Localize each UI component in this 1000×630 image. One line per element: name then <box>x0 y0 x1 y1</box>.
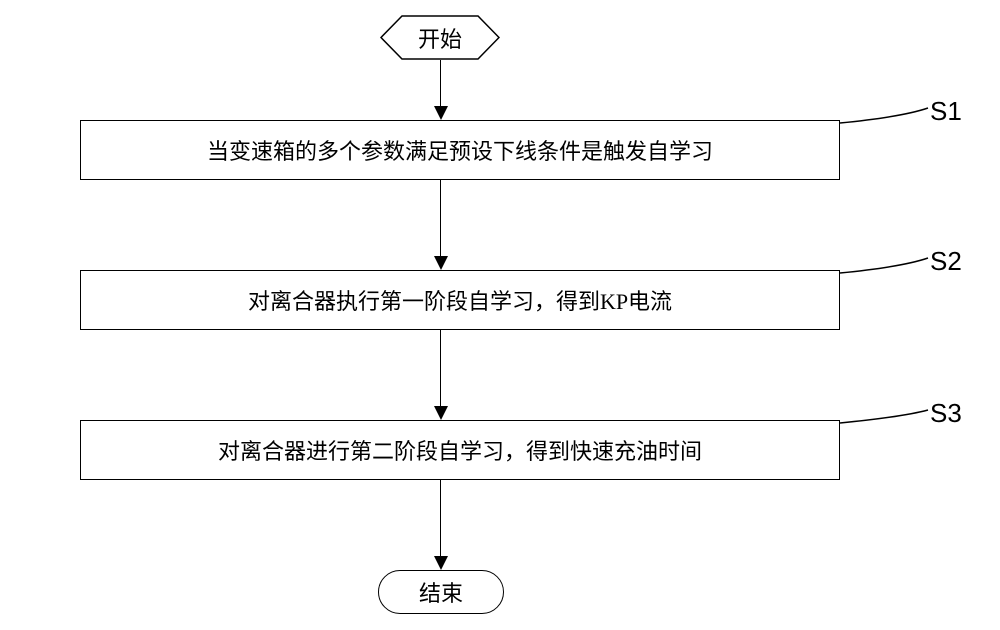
end-node: 结束 <box>378 570 504 614</box>
process-box-s3: 对离合器进行第二阶段自学习，得到快速充油时间 <box>80 420 840 480</box>
process-box-s2: 对离合器执行第一阶段自学习，得到KP电流 <box>80 270 840 330</box>
start-node: 开始 <box>380 15 500 60</box>
arrow-head-icon <box>434 256 448 270</box>
step-label-s3: S3 <box>930 398 962 429</box>
arrow-head-icon <box>434 556 448 570</box>
step-label-s1: S1 <box>930 96 962 127</box>
arrow-head-icon <box>434 406 448 420</box>
process-text: 对离合器进行第二阶段自学习，得到快速充油时间 <box>218 434 702 466</box>
connector-curve-s2 <box>838 256 930 275</box>
end-label: 结束 <box>419 576 463 608</box>
flow-arrow-line <box>440 330 441 407</box>
flow-arrow-line <box>440 180 441 257</box>
arrow-head-icon <box>434 106 448 120</box>
step-label-s2: S2 <box>930 246 962 277</box>
process-box-s1: 当变速箱的多个参数满足预设下线条件是触发自学习 <box>80 120 840 180</box>
connector-curve-s1 <box>838 106 930 125</box>
start-label: 开始 <box>418 22 462 54</box>
process-text: 对离合器执行第一阶段自学习，得到KP电流 <box>248 284 672 316</box>
flow-arrow-line <box>440 480 441 557</box>
connector-curve-s3 <box>838 408 930 425</box>
flow-arrow-line <box>440 60 441 107</box>
process-text: 当变速箱的多个参数满足预设下线条件是触发自学习 <box>207 134 713 166</box>
